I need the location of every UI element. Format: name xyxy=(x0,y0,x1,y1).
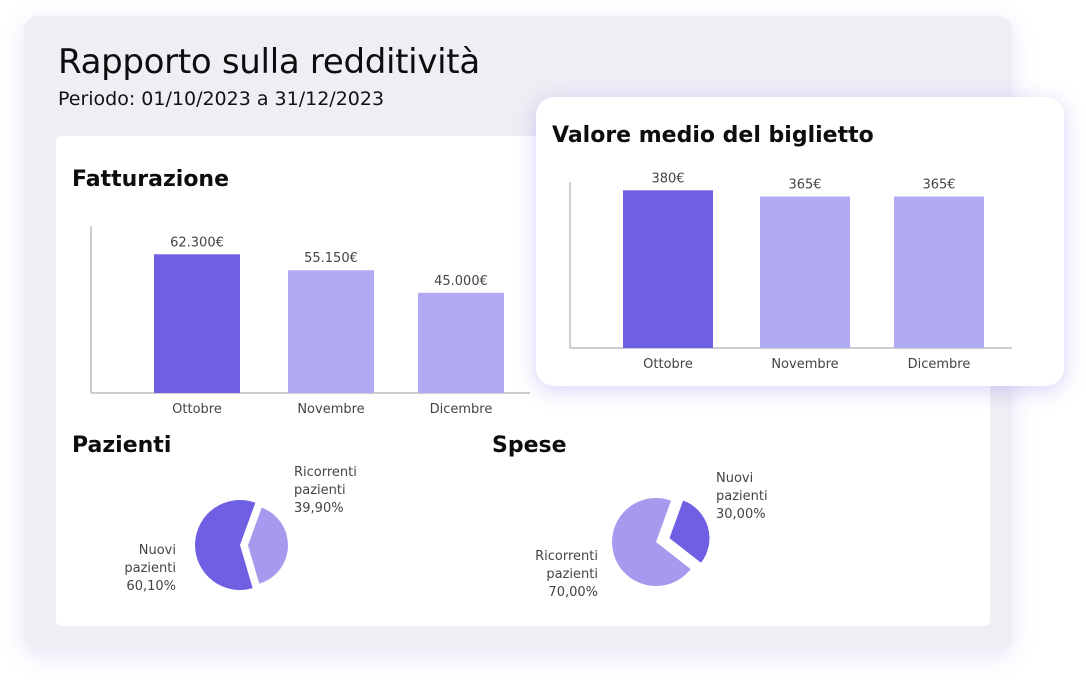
label-line: Nuovi xyxy=(716,471,754,486)
label-line: Nuovi xyxy=(138,543,176,558)
fatturazione-value-label: 62.300€ xyxy=(170,235,224,250)
fatturazione-category-label: Ottobre xyxy=(172,402,222,417)
valore-medio-value-label: 365€ xyxy=(788,178,821,193)
fatturazione-title: Fatturazione xyxy=(72,167,230,192)
valore-medio-category-label: Dicembre xyxy=(908,357,971,372)
label-line: Ricorrenti xyxy=(535,549,598,564)
fatturazione-bar xyxy=(288,270,374,393)
label-line: pazienti xyxy=(546,567,598,582)
label-line: 39,90% xyxy=(294,501,344,516)
spese-slice xyxy=(669,500,710,563)
valore-medio-category-label: Novembre xyxy=(771,357,838,372)
valore-medio-value-label: 365€ xyxy=(922,178,955,193)
label-line: 30,00% xyxy=(716,507,766,522)
label-line: 70,00% xyxy=(548,585,598,600)
pazienti-ricorrenti-label: Ricorrenti pazienti 39,90% xyxy=(294,464,357,518)
label-line: Ricorrenti xyxy=(294,465,357,480)
valore-medio-title: Valore medio del biglietto xyxy=(552,123,874,148)
fatturazione-bar xyxy=(418,292,504,393)
spese-ricorrenti-label: Ricorrenti pazienti 70,00% xyxy=(535,548,598,602)
report-period: Periodo: 01/10/2023 a 31/12/2023 xyxy=(58,88,385,110)
fatturazione-value-label: 45.000€ xyxy=(434,274,488,289)
page-title: Rapporto sulla redditività xyxy=(58,42,480,82)
fatturazione-category-label: Dicembre xyxy=(430,402,493,417)
spese-slice xyxy=(612,498,691,586)
valore-medio-bar xyxy=(760,196,850,348)
spese-nuovi-label: Nuovi pazienti 30,00% xyxy=(716,470,768,524)
fatturazione-value-label: 55.150€ xyxy=(304,251,358,266)
label-line: pazienti xyxy=(716,489,768,504)
pazienti-slice xyxy=(247,507,288,584)
pazienti-nuovi-label: Nuovi pazienti 60,10% xyxy=(124,542,176,596)
valore-medio-bar xyxy=(623,190,713,348)
label-line: 60,10% xyxy=(126,579,176,594)
valore-medio-value-label: 380€ xyxy=(651,171,684,186)
valore-medio-bar xyxy=(894,196,984,348)
spese-title: Spese xyxy=(492,433,567,458)
fatturazione-bar xyxy=(154,254,240,393)
valore-medio-category-label: Ottobre xyxy=(643,357,693,372)
label-line: pazienti xyxy=(294,483,346,498)
fatturazione-category-label: Novembre xyxy=(297,402,364,417)
pazienti-slice xyxy=(195,500,256,590)
label-line: pazienti xyxy=(124,561,176,576)
pazienti-title: Pazienti xyxy=(72,433,172,458)
